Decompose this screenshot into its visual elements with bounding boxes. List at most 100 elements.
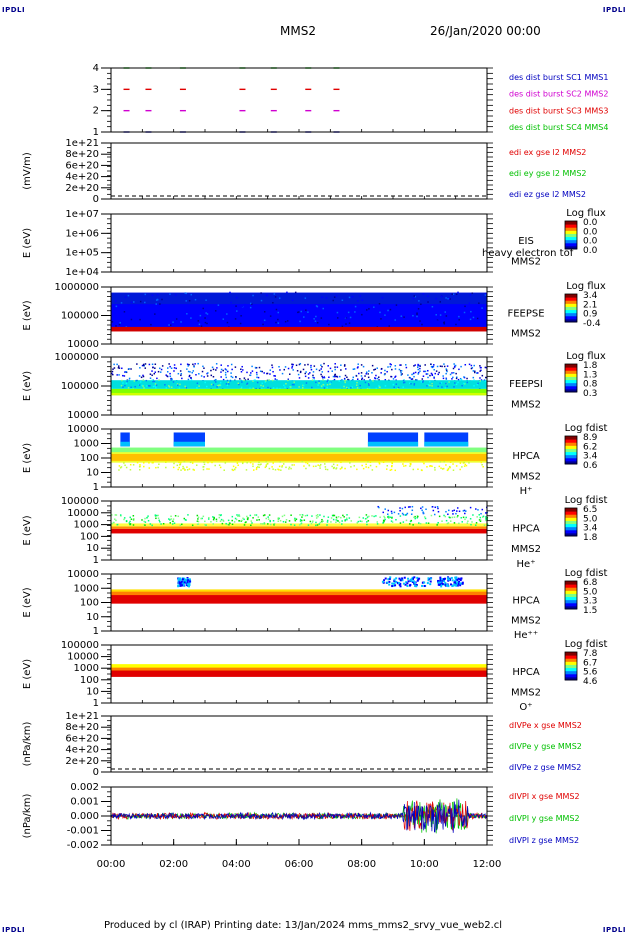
- feepse-flux-speckle: [467, 325, 470, 327]
- hpca-he-speckle-green: [461, 521, 463, 523]
- hpca-he-speckle-blue: [465, 510, 467, 512]
- feepse-flux-speckle: [291, 299, 294, 302]
- feepse-flux-speckle: [345, 318, 348, 320]
- feepse-flux-speckle: [403, 316, 405, 318]
- feepsi-band-mix: [142, 385, 144, 387]
- hpca_he-colorbar-segment: [565, 532, 577, 537]
- feepsi-flux-sparse: [472, 370, 475, 372]
- hpca-he-speckle-green: [390, 520, 393, 522]
- feepse-flux-speckle: [414, 295, 417, 298]
- hpca-h-speckle: [282, 463, 285, 465]
- hpca-hepp-burst: [183, 577, 186, 580]
- hpca-he-speckle-blue: [402, 513, 405, 516]
- feepse-flux-speckle: [436, 315, 439, 318]
- hpca_o-side-label: HPCA: [512, 667, 540, 678]
- edi-y-tick-label: 2e+20: [65, 183, 99, 194]
- hpca-he-speckle-green: [449, 516, 451, 519]
- feepsi-flux-sparse: [422, 375, 425, 377]
- hpca-h-speckle: [165, 466, 167, 469]
- feepsi-flux-sparse: [442, 377, 445, 380]
- hpca-he-speckle-green: [242, 517, 244, 520]
- hpca-hepp-burst: [441, 579, 444, 582]
- hpca-he-speckle-green: [436, 523, 439, 525]
- edi-frame: [110, 142, 488, 200]
- feepse-flux-speckle: [468, 302, 471, 304]
- feepsi-band-mix: [367, 383, 370, 385]
- hpca-h-speckle: [288, 468, 290, 470]
- hpca-h-speckle: [264, 466, 267, 469]
- feepsi-flux-sparse: [140, 376, 143, 379]
- hpca_hepp-colorbar-tick: 3.3: [583, 597, 597, 607]
- feepsi-flux-sparse: [200, 375, 203, 377]
- feepse-flux-speckle: [111, 313, 114, 315]
- feepsi-band-mix: [255, 387, 257, 390]
- hpca-hepp-band-yellow: [111, 589, 487, 592]
- hpca-h-speckle: [452, 469, 455, 471]
- feepse-flux-speckle: [312, 319, 314, 321]
- eis-colorbar-frame: [564, 220, 578, 250]
- hpca-h-speckle: [272, 468, 274, 470]
- hpca-he-speckle-green: [335, 516, 338, 519]
- hpca-he-speckle-blue: [386, 513, 389, 515]
- feepsi-flux-sparse: [386, 370, 388, 373]
- feepsi-flux-sparse: [194, 363, 196, 365]
- feepsi-flux-sparse: [410, 378, 413, 380]
- feepsi-band-mix: [122, 382, 124, 384]
- hpca-he-speckle-green: [293, 524, 296, 526]
- feepsi-band-mix: [283, 384, 285, 387]
- feepse-flux-speckle: [335, 295, 338, 297]
- hpca-he-speckle-green: [222, 519, 225, 522]
- hpca-he-speckle-green: [183, 517, 186, 520]
- hpca-he-speckle-green: [326, 524, 328, 526]
- feepsi-band-mix: [198, 385, 200, 387]
- hpca_he-colorbar-segment: [565, 520, 577, 525]
- feepsi-flux-sparse: [160, 368, 163, 371]
- hpca-he-speckle-blue: [411, 505, 414, 508]
- hpca-he-speckle-blue: [434, 506, 437, 509]
- feepse-flux-speckle: [169, 324, 172, 326]
- feepsi-flux-sparse: [321, 371, 324, 373]
- feepsi-flux-sparse: [310, 368, 313, 371]
- hpca-h-speckle: [203, 463, 206, 466]
- hpca-he-speckle-green: [125, 519, 128, 522]
- hpca-he-speckle-green: [332, 514, 335, 517]
- hpca-h-speckle: [118, 465, 121, 467]
- hpca-hepp-burst: [416, 576, 419, 579]
- hpca-he-speckle-blue: [405, 513, 408, 516]
- hpca-hepp-burst: [411, 576, 414, 579]
- feepsi-colorbar-segment: [565, 379, 577, 384]
- hpca-h-speckle: [274, 469, 277, 471]
- feepse-flux-speckle: [241, 305, 244, 308]
- feepsi-flux-sparse: [118, 367, 121, 369]
- hpca-he-speckle-green: [479, 519, 482, 521]
- feepsi-flux-sparse: [234, 366, 237, 368]
- feepse-flux-speckle: [222, 318, 225, 320]
- feepse-colorbar-segment: [565, 294, 577, 298]
- corner-mark-bottom-right: IPDLI: [602, 926, 626, 934]
- hpca-he-speckle-green: [424, 517, 427, 520]
- hpca-he-speckle-blue: [433, 513, 436, 516]
- feepse-flux-speckle: [436, 319, 439, 322]
- feepsi-band-mix: [272, 387, 275, 389]
- hpca-he-speckle-green: [384, 518, 386, 521]
- feepsi-flux-sparse: [144, 367, 147, 369]
- hpca-h-speckle: [265, 465, 268, 468]
- hpca-he-speckle-green: [262, 514, 265, 517]
- hpca-he-speckle-green: [302, 514, 304, 517]
- hpca-h-speckle: [442, 467, 445, 470]
- feepse-flux-speckle: [202, 307, 204, 310]
- feepsi-band-mix: [375, 387, 378, 390]
- hpca-h-speckle: [365, 463, 367, 466]
- feepse-flux-speckle: [421, 323, 423, 326]
- hpca-h-speckle: [481, 463, 483, 466]
- hpca-he-speckle-green: [376, 523, 379, 525]
- hpca-he-speckle-green: [197, 523, 200, 525]
- hpca-he-speckle-green: [427, 522, 430, 524]
- feepsi-band-mix: [152, 380, 154, 383]
- feepsi-flux-sparse: [442, 375, 444, 377]
- feepsi-flux-sparse: [436, 365, 439, 368]
- hpca_hepp-y-label: E (eV): [22, 587, 33, 617]
- hpca-hepp-burst: [414, 585, 417, 588]
- hpca-hepp-burst: [386, 581, 389, 584]
- hpca-hepp-burst: [183, 581, 186, 584]
